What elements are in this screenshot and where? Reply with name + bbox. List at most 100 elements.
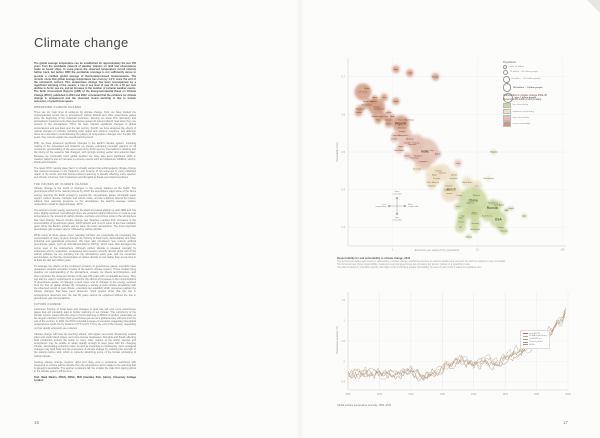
scatter-x-axis-label: Emissions per capita (tCO₂ equivalent): [415, 248, 460, 252]
scatter-caption: Responsibility for and vulnerability to …: [337, 257, 571, 270]
country-label: Nepal: [398, 146, 403, 148]
line-chart-legend: HadCRUT5 NOAA GlobalTemp GISTEMP v4 Berkele…: [520, 330, 550, 350]
country-bubble: [471, 225, 479, 233]
country-label: Italy: [461, 215, 464, 218]
compass-label: More: [408, 203, 414, 206]
body-paragraph: Fifth, we have observed significant chan…: [34, 142, 136, 164]
country-label: Somalia: [432, 77, 440, 79]
country-bubble: [372, 95, 378, 100]
country-label: Argentina: [467, 201, 476, 204]
population-circle-icon: [503, 69, 509, 76]
country-bubble: [392, 97, 400, 106]
country-label: Iraq: [456, 162, 459, 165]
country-label: Malaysia: [473, 195, 481, 197]
country-label: Venezuela: [449, 178, 459, 180]
line-swatch-icon: [523, 341, 528, 343]
country-bubble: [366, 98, 371, 104]
country-label: UAE: [504, 209, 509, 212]
color-swatch-icon: [503, 121, 511, 127]
color-legend-row: low vulnerability: [503, 102, 547, 109]
country-label: Yemen: [386, 124, 392, 126]
scatter-y-axis-label: Vulnerability index: [336, 142, 339, 162]
arrow-down-icon: [395, 213, 399, 216]
country-label: Guatemala: [410, 156, 420, 159]
country-bubble: [486, 176, 491, 181]
country-label: Chile: [456, 206, 460, 208]
country-label: Netherlands: [470, 228, 480, 231]
y-tick-label: 0.3: [342, 226, 346, 229]
vulnerability-color-legend: Vulnerability to climate change 2019–20(…: [503, 95, 547, 128]
scatter-caption-line: The chart is based on population density…: [337, 266, 482, 269]
population-circle-icon: [503, 83, 512, 92]
body-paragraph: Curbing climate change requires rapid an…: [34, 360, 136, 374]
country-label: Turkmenistan: [483, 177, 494, 180]
country-label: Algeria: [444, 188, 451, 191]
country-label: Laos: [430, 150, 434, 152]
country-label: Kazakhstan: [488, 201, 498, 204]
country-label: Uganda: [370, 101, 377, 103]
x-tick-label: 100: [560, 249, 565, 252]
color-legend-title: Vulnerability to climate change 2019–20: [503, 95, 547, 97]
country-label: Sri Lanka: [413, 168, 422, 171]
body-paragraph: The latest IPCC reports state that it is…: [34, 166, 136, 180]
section-heading: FUTURE CHANGE: [34, 303, 61, 307]
country-label: Eritrea: [364, 87, 370, 90]
country-label: Kuwait: [508, 207, 514, 210]
country-label: Nigeria: [395, 122, 406, 126]
page-number-right: 17: [563, 420, 568, 425]
line-legend-label: GISTEMP v4: [529, 338, 542, 341]
country-label: Mongolia: [490, 152, 498, 154]
x-tick-label: 1: [392, 249, 394, 252]
country-bubble: [500, 227, 508, 235]
country-label: Russia: [487, 206, 498, 210]
line-caption-text: Global surface temperature anomaly, 1850…: [337, 404, 392, 407]
y-tick-label: 0.7: [342, 76, 346, 79]
country-bubble: [503, 207, 509, 213]
temperature-series: [347, 313, 566, 380]
population-legend: Population under 10 million 10 million – 5…: [503, 61, 542, 104]
country-bubble: [380, 93, 389, 102]
country-bubble: [403, 117, 409, 123]
country-bubble: [450, 170, 458, 179]
color-legend-label: moderate vulnerability: [512, 110, 534, 113]
y-tick-label: 0: [344, 360, 346, 363]
population-legend-row: 100 million – 1 billion people: [503, 83, 542, 92]
country-bubble: [403, 151, 412, 160]
compass-label: vulnerable: [392, 218, 402, 221]
country-bubble: [379, 112, 388, 121]
country-label: Ukraine: [451, 173, 457, 176]
x-tick-label: 10: [476, 249, 479, 252]
country-label: Malawi: [356, 112, 362, 114]
country-label: Tanzania: [385, 120, 393, 122]
country-label: Indonesia: [439, 172, 448, 174]
country-bubble: [457, 214, 465, 222]
country-label: Benin: [390, 116, 395, 118]
country-label: Iran: [475, 185, 478, 188]
color-legend-label: high vulnerability: [512, 116, 529, 119]
x-tick-label: 1875: [377, 393, 383, 396]
line-legend-row: HadCRUT5: [523, 333, 547, 335]
color-legend-label: acute vulnerability: [512, 123, 531, 126]
line-legend-row: NOAA GlobalTemp: [523, 335, 547, 337]
country-label: Afghanistan: [378, 115, 388, 118]
y-tick-label: 1: [344, 319, 346, 322]
country-bubble: [392, 131, 400, 139]
population-circle-icon: [503, 92, 514, 103]
compass-label: More: [395, 190, 401, 193]
country-label: USA: [495, 217, 503, 221]
country-bubble: [454, 159, 462, 168]
country-label: Liberia: [372, 96, 379, 99]
country-bubble: [470, 210, 479, 218]
country-label: Saudi Arabia: [494, 203, 505, 206]
page-corner-curl: [587, 0, 600, 13]
scatter-caption-title: Responsibility for and vulnerability to …: [337, 257, 411, 260]
country-label: Zambia: [404, 142, 411, 144]
country-label: Zimbabwe: [398, 127, 407, 129]
country-bubble: [392, 65, 400, 74]
line-legend-row: GISTEMP v4: [523, 338, 547, 340]
country-bubble: [466, 234, 472, 239]
color-legend-row: high vulnerability: [503, 115, 547, 121]
country-label: DR Congo: [359, 92, 368, 94]
x-tick-label: 1925: [440, 393, 446, 396]
